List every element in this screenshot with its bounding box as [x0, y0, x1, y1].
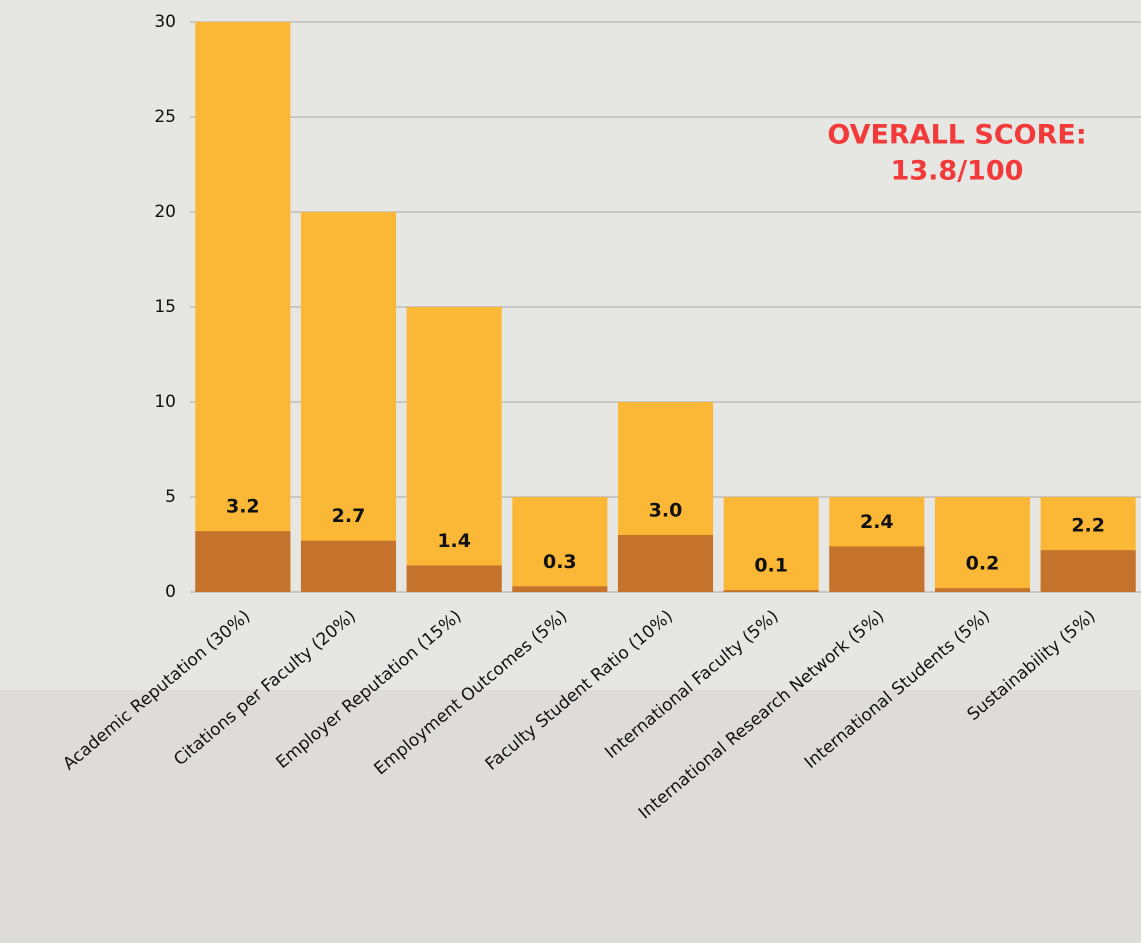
- value-label: 2.7: [332, 505, 366, 527]
- y-tick-label: 25: [154, 107, 176, 127]
- value-label: 0.3: [543, 551, 577, 573]
- y-tick-label: 0: [165, 582, 176, 602]
- bar: [195, 531, 290, 592]
- y-tick-label: 15: [154, 297, 176, 317]
- background-building: [0, 690, 1141, 943]
- bar: [512, 497, 607, 592]
- bar: [407, 565, 502, 592]
- bar: [1041, 550, 1136, 592]
- annotation: OVERALL SCORE:: [827, 120, 1086, 151]
- annotation: 13.8/100: [891, 156, 1024, 187]
- bar: [512, 586, 607, 592]
- bar: [935, 588, 1030, 592]
- value-label: 3.2: [226, 496, 260, 518]
- value-label: 0.1: [754, 555, 788, 577]
- page: 051015202530Academic Reputation (30%)Cit…: [0, 0, 1141, 943]
- chart: 051015202530Academic Reputation (30%)Cit…: [0, 0, 1141, 943]
- y-tick-label: 30: [154, 12, 176, 32]
- y-tick-label: 20: [154, 202, 176, 222]
- bar: [829, 546, 924, 592]
- bar: [618, 535, 713, 592]
- value-label: 3.0: [649, 500, 683, 522]
- bar: [724, 497, 819, 592]
- bar: [301, 541, 396, 592]
- value-label: 2.2: [1071, 515, 1105, 537]
- bar: [935, 497, 1030, 592]
- y-tick-label: 10: [154, 392, 176, 412]
- bar: [724, 590, 819, 592]
- value-label: 0.2: [966, 553, 1000, 575]
- value-label: 2.4: [860, 511, 894, 533]
- value-label: 1.4: [437, 530, 471, 552]
- bar: [301, 212, 396, 592]
- y-tick-label: 5: [165, 487, 176, 507]
